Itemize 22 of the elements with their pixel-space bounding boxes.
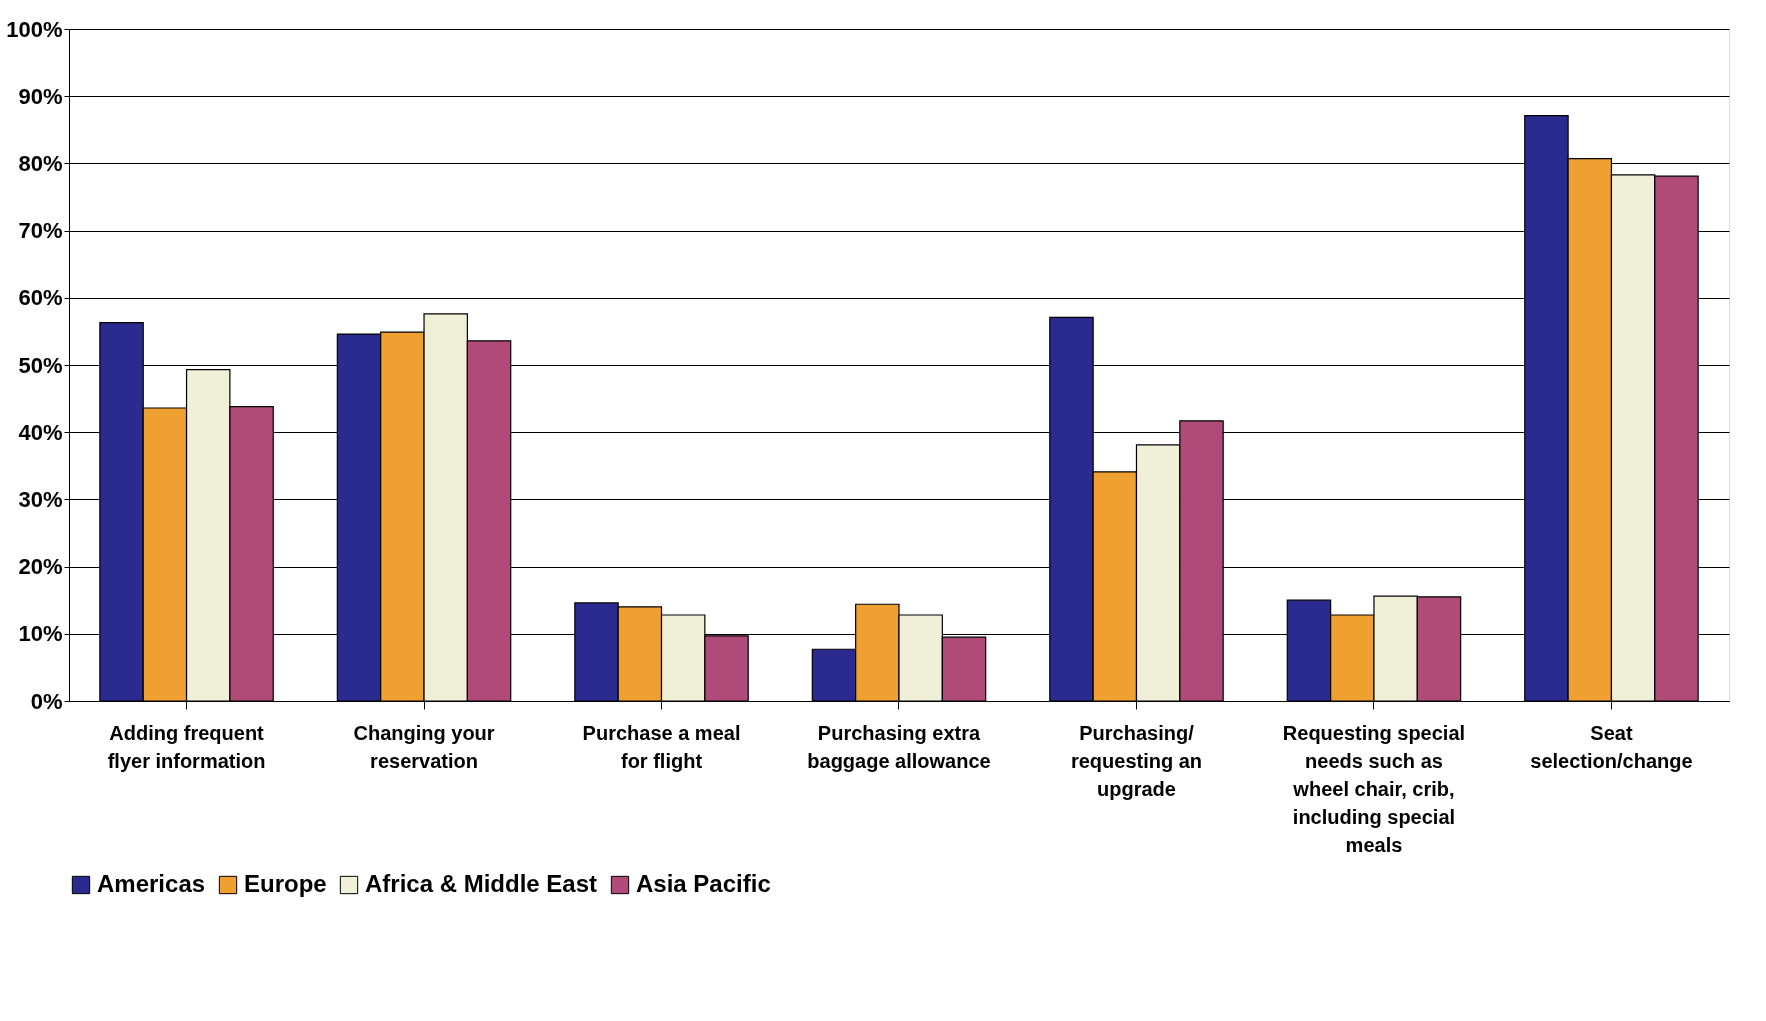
- legend-label: Americas: [97, 870, 206, 897]
- x-tick-label: Purchasing extra baggage allowance: [807, 721, 991, 772]
- y-tick-label: 0%: [30, 688, 63, 714]
- y-tick-label: 40%: [18, 419, 63, 445]
- y-tick-label: 70%: [18, 218, 63, 244]
- y-tick-label: 20%: [18, 554, 63, 580]
- legend-label: Europe: [244, 870, 327, 897]
- legend-label: Asia Pacific: [636, 870, 771, 897]
- y-tick-label: 10%: [18, 621, 63, 647]
- y-tick-label: 80%: [18, 150, 63, 176]
- y-tick-label: 90%: [18, 83, 63, 109]
- x-tick-label: Adding frequent flyer information: [107, 721, 266, 772]
- x-tick-label: Seat selection/change: [1530, 721, 1693, 772]
- y-tick-label: 50%: [18, 352, 63, 378]
- x-tick-label: Changing your reservation: [353, 721, 495, 772]
- x-tick-label: Purchasing/ requesting an upgrade: [1070, 721, 1203, 800]
- legend-label: Africa & Middle East: [365, 870, 598, 897]
- y-tick-label: 60%: [18, 285, 63, 311]
- y-tick-label: 100%: [6, 16, 63, 42]
- x-tick-label: Requesting special needs such as wheel chair, crib, including special meals: [1282, 721, 1466, 856]
- x-tick-label: Purchase a meal for flight: [582, 721, 741, 772]
- y-tick-label: 30%: [18, 486, 63, 512]
